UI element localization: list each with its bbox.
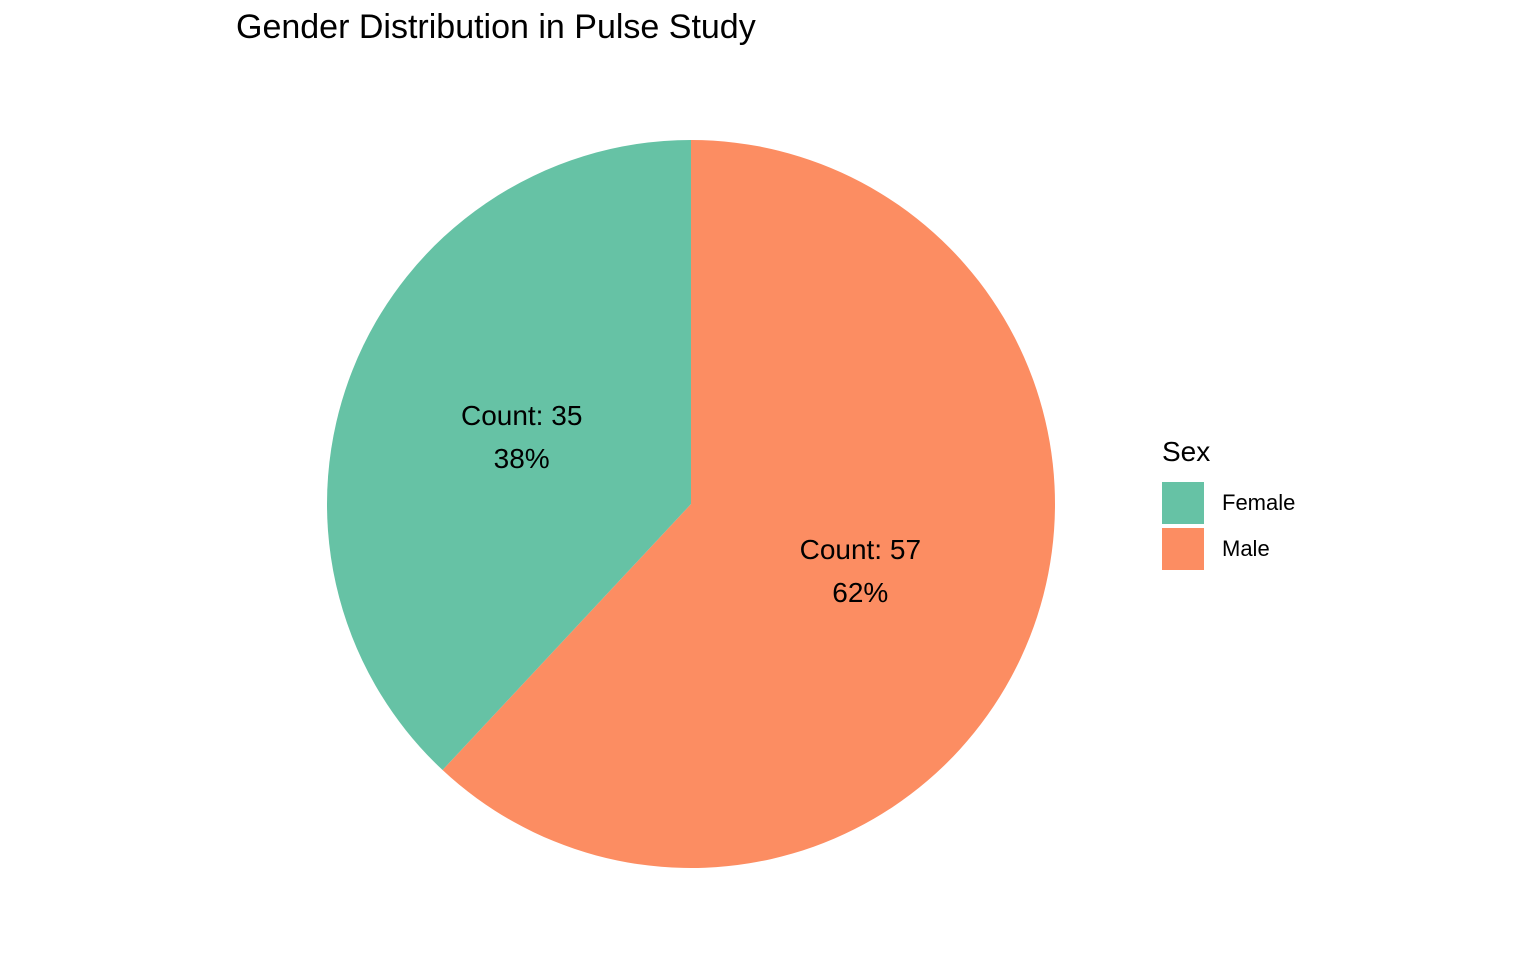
- legend-title: Sex: [1162, 436, 1211, 467]
- slice-percent-label-male: 62%: [832, 577, 888, 608]
- slices-layer: [327, 140, 1055, 868]
- slice-count-label-female: Count: 35: [461, 400, 582, 431]
- legend-swatch-female: [1162, 482, 1204, 524]
- pie-slice-male: [442, 140, 1055, 868]
- legend-label-male: Male: [1222, 536, 1270, 561]
- labels-layer: Count: 57 62% Count: 35 38%: [461, 400, 921, 608]
- legend-item-male: Male: [1162, 526, 1295, 572]
- pie-slice-female: [327, 140, 691, 771]
- legend-item-female: Female: [1162, 480, 1295, 526]
- slice-count-label-male: Count: 57: [800, 534, 921, 565]
- legend-label-female: Female: [1222, 490, 1296, 515]
- legend-swatch-male: [1162, 528, 1204, 570]
- legend: Sex Female Male: [1162, 436, 1295, 572]
- chart-title: Gender Distribution in Pulse Study: [236, 8, 756, 46]
- slice-percent-label-female: 38%: [494, 443, 550, 474]
